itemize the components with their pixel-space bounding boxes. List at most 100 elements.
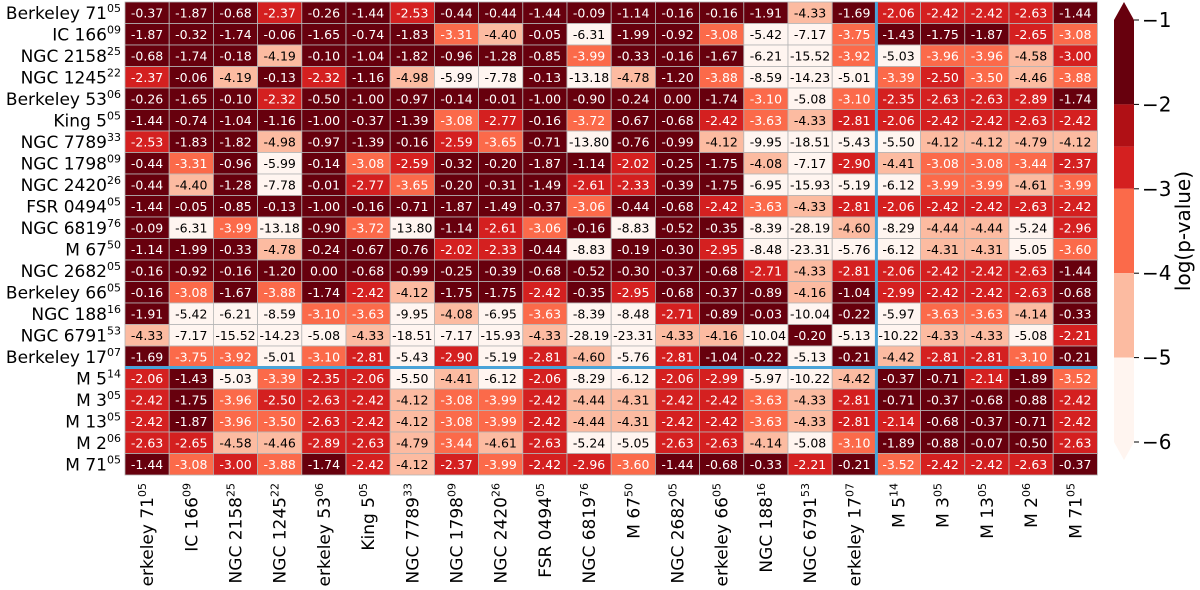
- cell-value-label: -2.81: [838, 392, 870, 407]
- cell-value-label: -2.61: [485, 220, 517, 235]
- cell-value-label: -2.53: [131, 134, 163, 149]
- cell-value-label: -2.96: [573, 457, 605, 472]
- cell-value-label: -0.32: [175, 27, 207, 42]
- column-label-ngc-188: NGC 18816: [755, 483, 777, 573]
- cell-value-label: -1.74: [175, 48, 207, 63]
- cell-value-label: -0.67: [617, 113, 649, 128]
- column-label-m-3: M 305: [932, 483, 954, 528]
- cell-value-label: -5.50: [396, 371, 428, 386]
- cell-value-label: -0.16: [573, 220, 605, 235]
- cell-value-label: -4.46: [1015, 70, 1047, 85]
- cell-value-label: -15.93: [790, 177, 830, 192]
- cell-value-label: -1.14: [440, 220, 472, 235]
- cell-value-label: -2.42: [971, 285, 1003, 300]
- cell-value-label: -1.20: [264, 263, 296, 278]
- cell-value-label: -3.63: [750, 113, 782, 128]
- cell-value-label: -4.79: [1015, 134, 1047, 149]
- cell-value-label: -28.19: [790, 220, 830, 235]
- cell-value-label: -2.42: [971, 457, 1003, 472]
- cell-value-label: -8.48: [617, 306, 649, 321]
- cell-value-label: -4.12: [927, 134, 959, 149]
- cell-value-label: -2.53: [396, 5, 428, 20]
- cell-value-label: -0.13: [264, 70, 296, 85]
- cell-value-label: -13.80: [392, 220, 432, 235]
- cell-value-label: -2.63: [1059, 435, 1091, 450]
- column-label-berkeley-66: Berkeley 6605: [711, 483, 733, 586]
- cell-value-label: -5.19: [838, 177, 870, 192]
- cell-value-label: -3.65: [485, 134, 517, 149]
- column-label-ngc-7789: NGC 778933: [401, 483, 423, 583]
- cell-value-label: -5.76: [617, 349, 649, 364]
- cell-value-label: -2.42: [529, 392, 561, 407]
- cell-value-label: -4.33: [352, 328, 384, 343]
- cell-value-label: -2.63: [529, 435, 561, 450]
- cell-value-label: -4.12: [396, 414, 428, 429]
- cell-value-label: -0.44: [529, 242, 561, 257]
- cell-value-label: -1.43: [175, 371, 207, 386]
- cell-value-label: -0.05: [529, 27, 561, 42]
- cell-value-label: -2.33: [485, 242, 517, 257]
- column-label-ngc-6819: NGC 681976: [578, 483, 600, 583]
- cell-value-label: -1.44: [661, 457, 693, 472]
- cell-value-label: -0.71: [882, 392, 914, 407]
- column-label-m-67: M 6750: [622, 483, 644, 539]
- cell-value-label: -3.88: [264, 285, 296, 300]
- cell-value-label: -3.50: [971, 70, 1003, 85]
- cell-value-label: -1.49: [485, 199, 517, 214]
- cell-value-label: -0.88: [1015, 392, 1047, 407]
- cell-value-label: -3.92: [219, 349, 251, 364]
- cell-value-label: -4.12: [706, 134, 738, 149]
- cell-value-label: -2.77: [485, 113, 517, 128]
- cell-value-label: -0.68: [927, 414, 959, 429]
- cell-value-label: -2.63: [971, 91, 1003, 106]
- cell-value-label: -2.81: [971, 349, 1003, 364]
- column-label-ngc-2158: NGC 215825: [225, 483, 247, 583]
- cell-value-label: -3.99: [573, 48, 605, 63]
- cell-value-label: -3.08: [440, 392, 472, 407]
- cell-value-label: -3.08: [440, 414, 472, 429]
- cell-value-label: -2.90: [440, 349, 472, 364]
- cell-value-label: -0.68: [352, 263, 384, 278]
- cell-value-label: -3.08: [706, 27, 738, 42]
- cell-value-label: -0.16: [396, 134, 428, 149]
- cell-value-label: -0.13: [264, 199, 296, 214]
- cell-value-label: -2.42: [927, 285, 959, 300]
- group-separators: [125, 2, 1098, 475]
- cell-value-label: -2.37: [264, 5, 296, 20]
- cell-value-label: -4.58: [1015, 48, 1047, 63]
- cell-value-label: -4.33: [794, 5, 826, 20]
- colorbar-tick-label: −5: [1142, 346, 1171, 370]
- cell-value-label: -1.75: [927, 27, 959, 42]
- cell-value-label: -3.08: [175, 457, 207, 472]
- cell-value-label: -0.92: [175, 263, 207, 278]
- colorbar-label: log(p-value): [1171, 171, 1195, 291]
- cell-value-label: -4.31: [617, 414, 649, 429]
- cell-value-label: -1.75: [706, 177, 738, 192]
- cell-value-label: -5.50: [882, 134, 914, 149]
- colorbar-band: [1114, 104, 1134, 147]
- cell-value-label: -8.83: [617, 220, 649, 235]
- cell-value-label: -1.82: [396, 48, 428, 63]
- cell-value-label: -0.37: [661, 263, 693, 278]
- column-label-m-2: M 206: [1020, 483, 1042, 528]
- cell-value-label: -3.08: [927, 156, 959, 171]
- cell-value-label: -2.06: [882, 263, 914, 278]
- column-label-ngc-6791: NGC 679153: [799, 483, 821, 583]
- cell-value-label: -8.39: [750, 220, 782, 235]
- cell-value-label: -2.89: [308, 435, 340, 450]
- cell-value-label: -4.46: [264, 435, 296, 450]
- cell-value-label: -6.12: [882, 177, 914, 192]
- cell-value-label: -2.81: [529, 349, 561, 364]
- colorbar-extend-top: [1114, 2, 1134, 20]
- row-label-ngc-6819: NGC 681976: [21, 217, 121, 239]
- cell-value-label: -1.91: [131, 306, 163, 321]
- cell-value-label: -1.87: [175, 5, 207, 20]
- cell-value-label: -18.51: [392, 328, 432, 343]
- cell-value-label: -1.99: [175, 242, 207, 257]
- row-label-berkeley-53: Berkeley 5306: [6, 88, 121, 110]
- cell-value-label: -1.44: [131, 457, 163, 472]
- cell-value-label: -0.20: [794, 328, 826, 343]
- cell-value-label: -1.39: [352, 134, 384, 149]
